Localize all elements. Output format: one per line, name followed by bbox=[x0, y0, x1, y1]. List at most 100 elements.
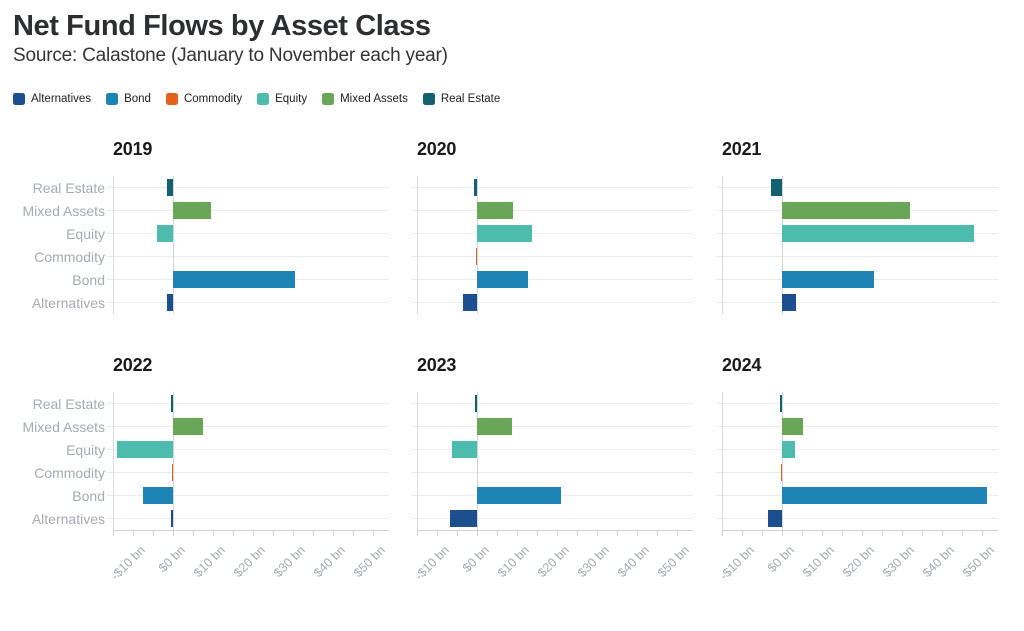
zero-baseline bbox=[477, 176, 478, 314]
panel-year-label: 2022 bbox=[113, 355, 153, 375]
bar-bond bbox=[173, 271, 295, 288]
chart-panel-2023: 2023 -$10 bn $0 bn $10 bn $20 bn $30 bn $40 bn… bbox=[411, 355, 693, 583]
plot-left-axis-line bbox=[722, 176, 723, 314]
row-gridline bbox=[107, 449, 389, 450]
row-gridline bbox=[411, 187, 693, 188]
bar-real-estate bbox=[473, 179, 477, 196]
panel-year-label: 2019 bbox=[113, 139, 153, 159]
bar-real-estate bbox=[780, 395, 782, 412]
chart-title: Net Fund Flows by Asset Class bbox=[13, 10, 431, 42]
bar-mixed-assets bbox=[782, 202, 910, 219]
plot-left-axis-line bbox=[113, 176, 114, 314]
x-axis-tick bbox=[657, 530, 658, 536]
bar-equity bbox=[477, 225, 532, 242]
row-gridline bbox=[107, 495, 389, 496]
legend-item-commodity: Commodity bbox=[165, 93, 243, 105]
bar-mixed-assets bbox=[173, 418, 203, 435]
x-axis-tick bbox=[373, 530, 374, 536]
chart-subtitle: Source: Calastone (January to November e… bbox=[13, 45, 448, 67]
row-gridline bbox=[411, 426, 693, 427]
zero-baseline bbox=[782, 176, 783, 314]
x-axis-tick bbox=[782, 530, 783, 536]
plot-area-2024: -$10 bn $0 bn $10 bn $20 bn $30 bn $40 bn $50 … bbox=[716, 392, 998, 583]
plot-area-2023: -$10 bn $0 bn $10 bn $20 bn $30 bn $40 bn $50 … bbox=[411, 392, 693, 583]
x-axis-tick bbox=[153, 530, 154, 536]
plot-left-axis-line bbox=[113, 392, 114, 530]
row-gridline bbox=[107, 187, 389, 188]
y-axis-label-real-estate: Real Estate bbox=[32, 395, 105, 412]
x-axis-tick bbox=[457, 530, 458, 536]
legend-swatch-icon bbox=[13, 93, 25, 105]
plot-area-2021 bbox=[716, 176, 998, 314]
row-gridline bbox=[107, 256, 389, 257]
panel-year-label: 2020 bbox=[417, 139, 457, 159]
x-axis-tick bbox=[942, 530, 943, 536]
x-axis-tick bbox=[253, 530, 254, 536]
panel-year-label: 2024 bbox=[722, 355, 762, 375]
panel-year-label: 2023 bbox=[417, 355, 457, 375]
legend-swatch-icon bbox=[322, 93, 335, 105]
row-gridline bbox=[107, 233, 389, 234]
chart-panel-2020: 2020 bbox=[411, 139, 693, 314]
x-axis-tick bbox=[882, 530, 883, 536]
panel-year-label: 2021 bbox=[722, 139, 762, 159]
x-axis-line bbox=[722, 530, 998, 531]
legend-swatch-icon bbox=[257, 93, 270, 105]
row-gridline bbox=[107, 472, 389, 473]
row-gridline bbox=[411, 210, 693, 211]
row-gridline bbox=[716, 426, 998, 427]
row-gridline bbox=[411, 472, 693, 473]
zero-baseline bbox=[173, 176, 174, 314]
legend-item-real-estate: Real Estate bbox=[422, 93, 501, 105]
legend-item-mixed-assets: Mixed Assets bbox=[322, 93, 408, 105]
y-axis-label-bond: Bond bbox=[72, 487, 105, 504]
bar-commodity bbox=[171, 464, 173, 481]
x-axis-tick bbox=[962, 530, 963, 536]
row-gridline bbox=[716, 472, 998, 473]
y-axis-label-mixed-assets: Mixed Assets bbox=[22, 418, 105, 435]
row-gridline bbox=[107, 518, 389, 519]
bar-alternatives bbox=[171, 510, 173, 527]
bar-equity bbox=[157, 225, 173, 242]
bar-alternatives bbox=[768, 510, 782, 527]
x-axis-tick bbox=[842, 530, 843, 536]
row-gridline bbox=[716, 256, 998, 257]
bar-equity bbox=[782, 225, 974, 242]
row-gridline bbox=[107, 210, 389, 211]
chart-panel-2022: 2022 -$10 bn $0 bn $10 bn $20 bn $30 bn $40 bn… bbox=[23, 355, 389, 583]
legend-label: Commodity bbox=[183, 93, 243, 105]
bar-mixed-assets bbox=[477, 202, 513, 219]
chart-panel-2024: 2024 -$10 bn $0 bn $10 bn $20 bn $30 bn $40 bn… bbox=[716, 355, 998, 583]
bar-equity bbox=[782, 441, 795, 458]
row-gridline bbox=[107, 426, 389, 427]
x-axis-tick bbox=[477, 530, 478, 536]
bar-mixed-assets bbox=[477, 418, 513, 435]
x-axis-tick bbox=[982, 530, 983, 536]
legend-label: Bond bbox=[124, 93, 151, 105]
bar-equity bbox=[451, 441, 477, 458]
x-axis-tick bbox=[862, 530, 863, 536]
y-axis-label-alternatives: Alternatives bbox=[31, 294, 105, 311]
x-axis-tick bbox=[722, 530, 723, 536]
bar-bond bbox=[782, 487, 987, 504]
row-gridline bbox=[411, 403, 693, 404]
bar-bond bbox=[477, 487, 561, 504]
y-axis-label-commodity: Commodity bbox=[34, 464, 105, 481]
plot-area-2022: -$10 bn $0 bn $10 bn $20 bn $30 bn $40 bn $50 … bbox=[107, 392, 389, 583]
bar-real-estate bbox=[167, 179, 173, 196]
row-gridline bbox=[716, 518, 998, 519]
legend-label: Real Estate bbox=[440, 93, 501, 105]
x-axis-tick bbox=[537, 530, 538, 536]
plot-area-2020 bbox=[411, 176, 693, 314]
zero-baseline bbox=[782, 392, 783, 530]
bar-alternatives bbox=[450, 510, 477, 527]
row-gridline bbox=[411, 518, 693, 519]
x-axis-tick bbox=[922, 530, 923, 536]
legend-label: Mixed Assets bbox=[340, 93, 408, 105]
x-axis-line bbox=[113, 530, 389, 531]
x-axis-tick bbox=[617, 530, 618, 536]
row-gridline bbox=[107, 403, 389, 404]
chart-panel-2021: 2021 bbox=[716, 139, 998, 314]
x-axis-tick bbox=[193, 530, 194, 536]
x-axis-tick bbox=[133, 530, 134, 536]
